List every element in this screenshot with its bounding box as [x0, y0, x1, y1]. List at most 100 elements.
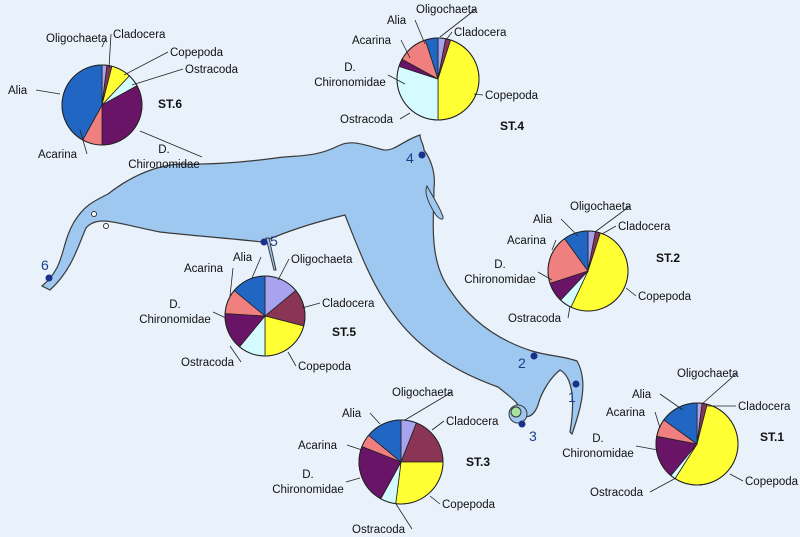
leader-line: [429, 495, 441, 505]
pie-chart-3: Oligochaeta Cladocera Copepoda Ostracoda D. C…: [464, 201, 691, 325]
leader-line: [551, 239, 557, 251]
station-number-4: 4: [406, 150, 414, 166]
station-number-6: 6: [41, 257, 49, 273]
leader-line: [301, 302, 321, 309]
pie-outline: [61, 64, 143, 146]
marsh-inner: [510, 406, 522, 418]
leader-line: [123, 51, 169, 76]
slice-label-oligochaeta: Oligochaeta: [416, 4, 478, 16]
pie-chart-5: Oligochaeta Cladocera Copepoda Ostracoda D. C…: [272, 387, 499, 536]
slice-label-ostracoda: Ostracoda: [508, 313, 562, 325]
leader-line: [400, 39, 411, 59]
slice-label-oligochaeta: Oligochaeta: [570, 201, 632, 213]
pie-outline: [224, 275, 306, 357]
slice-label-alia: Alia: [533, 214, 553, 226]
leader-line: [251, 256, 262, 279]
slice-label-alia: Alia: [233, 252, 253, 264]
slice-label-oligochaeta: Oligochaeta: [392, 387, 454, 399]
leader-line: [560, 218, 579, 237]
slice-label-alia: Alia: [8, 85, 28, 97]
leader-line: [431, 420, 445, 431]
leader-line: [346, 444, 363, 451]
slice-label-acarina: Acarina: [352, 35, 392, 47]
leader-line: [404, 391, 453, 421]
slice-label-ostracoda: Ostracoda: [181, 357, 235, 369]
slice-label-chironomidae: D. Chironomidae: [562, 433, 634, 460]
leader-line: [277, 258, 290, 281]
leader-line: [625, 287, 637, 297]
leader-line: [139, 130, 203, 158]
leader-line: [439, 8, 477, 38]
slice-label-chironomidae: D. Chironomidae: [128, 144, 200, 171]
slice-label-acarina: Acarina: [184, 263, 224, 275]
leader-line: [287, 351, 297, 367]
slice-label-alia: Alia: [342, 408, 362, 420]
station-marker-3: [518, 420, 526, 428]
pie-outline: [396, 37, 480, 121]
station-number-1: 1: [568, 389, 576, 405]
station-marker-2: [530, 352, 538, 360]
station-title: ST.6: [158, 97, 182, 111]
leader-line: [473, 93, 484, 96]
slice-label-acarina: Acarina: [606, 407, 646, 419]
leader-line: [649, 477, 677, 493]
leader-line: [567, 305, 571, 319]
station-marker-4: [418, 151, 426, 159]
leader-line: [659, 393, 684, 411]
station-title: ST.5: [332, 325, 356, 339]
slice-label-acarina: Acarina: [507, 235, 547, 247]
slice-label-copepoda: Copepoda: [170, 47, 224, 59]
slice-label-ostracoda: Ostracoda: [590, 487, 644, 499]
slice-label-acarina: Acarina: [38, 149, 78, 161]
station-title: ST.3: [466, 455, 490, 469]
slice-label-cladocera: Cladocera: [113, 29, 166, 41]
small-pond: [91, 211, 97, 217]
lake-shape: [40, 134, 584, 436]
slice-label-ostracoda: Ostracoda: [352, 524, 406, 536]
station-markers: 1 2 3 4 5 6: [41, 150, 580, 444]
pie-chart-2: Oligochaeta Cladocera Copepoda Ostracoda D. C…: [314, 4, 538, 133]
slice-label-copepoda: Copepoda: [638, 291, 692, 303]
slice-label-oligochaeta: Oligochaeta: [291, 254, 353, 266]
slice-label-copepoda: Copepoda: [442, 499, 496, 511]
leader-line: [131, 68, 184, 86]
station-number-2: 2: [518, 355, 526, 371]
slice-label-copepoda: Copepoda: [745, 476, 799, 488]
slice-label-cladocera: Cladocera: [454, 27, 507, 39]
slice-label-chironomidae: D. Chironomidae: [139, 299, 211, 326]
slice-label-copepoda: Copepoda: [485, 90, 539, 102]
slice-label-ostracoda: Ostracoda: [340, 114, 394, 126]
leader-line: [701, 372, 738, 405]
slice-label-copepoda: Copepoda: [298, 361, 352, 373]
leader-line: [108, 33, 112, 69]
leader-line: [395, 503, 413, 530]
station-title: ST.2: [656, 251, 680, 265]
leader-line: [729, 473, 744, 482]
slice-label-chironomidae: D. Chironomidae: [464, 259, 536, 286]
leader-line: [35, 89, 61, 95]
leader-line: [594, 205, 631, 233]
lake-map: [40, 134, 584, 436]
pie-chart-1: Oligochaeta Cladocera Copepoda Ostracoda D. C…: [8, 29, 239, 171]
pie-chart-4: Oligochaeta Cladocera Copepoda Ostracoda D. C…: [139, 252, 375, 373]
small-pond: [103, 223, 109, 229]
pie-charts: Oligochaeta Cladocera Copepoda Ostracoda D. C…: [8, 4, 799, 536]
leader-line: [101, 37, 107, 48]
leader-line: [229, 345, 242, 363]
slice-label-cladocera: Cladocera: [446, 416, 499, 428]
pie-outline: [358, 419, 444, 505]
leader-line: [369, 412, 381, 425]
leader-line: [399, 112, 411, 120]
slice-label-chironomidae: D. Chironomidae: [314, 62, 386, 89]
station-marker-1: [572, 380, 580, 388]
slice-label-oligochaeta: Oligochaeta: [677, 368, 739, 380]
leader-line: [79, 129, 88, 155]
slice-label-alia: Alia: [632, 389, 652, 401]
station-marker-6: [45, 274, 53, 282]
station-title: ST.4: [500, 119, 524, 133]
slice-label-ostracoda: Ostracoda: [185, 64, 239, 76]
leader-line: [445, 31, 453, 41]
station-title: ST.1: [760, 430, 784, 444]
leader-line: [635, 445, 659, 451]
pie-outline: [547, 230, 629, 312]
